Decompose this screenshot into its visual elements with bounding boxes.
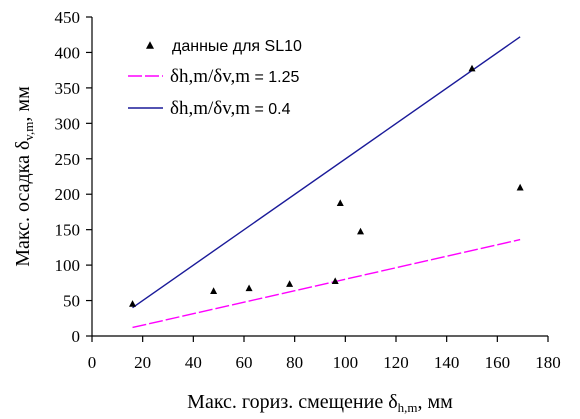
x-tick-label: 20 [134, 353, 151, 372]
fit-line-ratio-1 [132, 238, 521, 329]
y-tick-label: 100 [55, 256, 81, 275]
data-point [336, 199, 344, 207]
y-tick-label: 0 [72, 327, 81, 346]
data-point [357, 227, 365, 235]
fit-line-ratio-2 [132, 36, 521, 309]
y-axis-label-unit: , мм [12, 86, 34, 122]
x-tick-label: 100 [333, 353, 359, 372]
legend-label-ratio-2: δh,m/δv,m = 0.4 [170, 98, 291, 119]
y-tick-label: 150 [55, 221, 81, 240]
data-points [129, 64, 524, 307]
y-axis-label-sub: v,m [21, 122, 36, 141]
y-tick-label: 300 [55, 114, 81, 133]
data-point [468, 64, 476, 72]
legend-label-ratio-2-value: = 0.4 [254, 101, 290, 118]
y-axis-ticks: 0 50 100 150 200 250 300 350 400 450 [55, 8, 92, 346]
y-tick-label: 250 [55, 150, 81, 169]
data-point [210, 287, 218, 294]
x-tick-label: 160 [485, 353, 511, 372]
x-axis-label-unit: , мм [418, 391, 454, 413]
x-axis-label: Макс. гориз. смещение δh,m, мм [187, 391, 453, 415]
legend-label-ratio-1-value: = 1.25 [254, 69, 299, 86]
x-tick-label: 140 [434, 353, 460, 372]
y-tick-label: 400 [55, 43, 81, 62]
y-axis-label: Макс. осадка δv,m, мм [12, 86, 36, 267]
y-tick-label: 200 [55, 185, 81, 204]
x-tick-label: 0 [88, 353, 97, 372]
legend-marker-triangle [146, 41, 154, 49]
y-tick-label: 450 [55, 8, 81, 27]
legend-label-data: данные для SL10 [172, 38, 302, 55]
x-tick-label: 180 [535, 353, 561, 372]
x-tick-label: 60 [236, 353, 253, 372]
data-point [245, 284, 253, 292]
y-tick-label: 50 [63, 292, 80, 311]
legend: данные для SL10 δh,m/δv,m = 1.25 δh,m/δv… [128, 38, 302, 119]
x-axis-ticks: 0 20 40 60 80 100 120 140 160 180 [88, 336, 561, 372]
y-tick-label: 350 [55, 79, 81, 98]
x-tick-label: 120 [383, 353, 409, 372]
legend-label-ratio-1-prefix: δh,m/δv,m [170, 66, 250, 87]
data-point [129, 300, 137, 307]
x-axis-label-sub: h,m [398, 400, 418, 415]
legend-label-ratio-2-prefix: δh,m/δv,m [170, 98, 250, 119]
y-axis-label-main: Макс. осадка δ [12, 141, 34, 267]
x-tick-label: 80 [286, 353, 303, 372]
data-point [331, 277, 339, 285]
x-axis-label-main: Макс. гориз. смещение δ [187, 391, 397, 413]
data-point [286, 280, 294, 287]
legend-label-ratio-1: δh,m/δv,m = 1.25 [170, 66, 300, 87]
plot-area: 0 20 40 60 80 100 120 140 160 180 0 50 100 150 200 250… [55, 8, 561, 372]
data-point [516, 183, 524, 191]
x-tick-label: 40 [185, 353, 202, 372]
fit-lines [132, 36, 521, 329]
